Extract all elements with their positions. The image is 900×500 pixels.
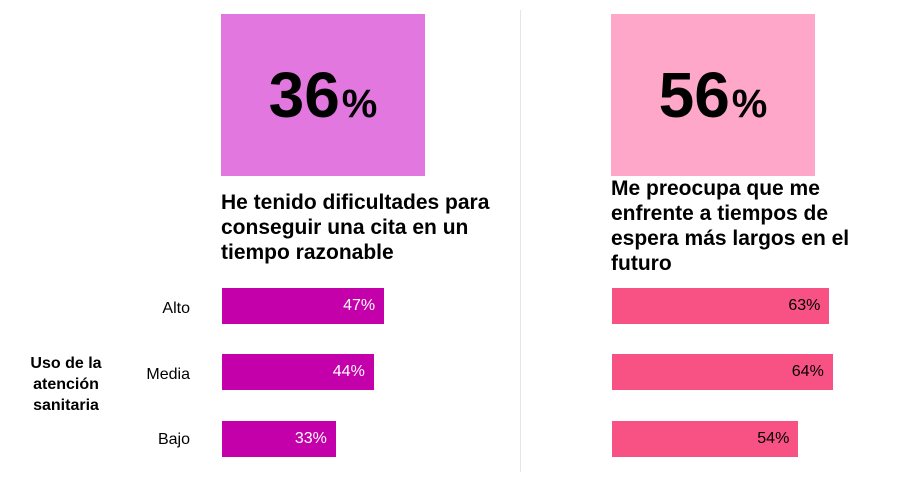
left-summary-value: 36%	[269, 63, 378, 127]
left-bar-alto	[222, 288, 385, 324]
left-summary-number: 36	[268, 59, 340, 131]
category-label-media: Media	[146, 366, 190, 383]
group-label: Uso de la atención sanitaria	[30, 355, 102, 414]
left-bar-value-label: 44%	[332, 363, 365, 380]
left-bar-value-label: 47%	[343, 297, 376, 314]
right-bar-bajo	[612, 421, 799, 457]
category-label-alto: Alto	[162, 300, 190, 317]
left-caption: He tenido dificultades para conseguir un…	[221, 191, 490, 264]
left-bar-bajo	[222, 421, 336, 457]
right-summary-box: 56%	[611, 14, 815, 176]
right-summary-number: 56	[658, 59, 730, 131]
right-bar-value-label: 54%	[757, 430, 790, 447]
left-summary-box: 36%	[221, 14, 425, 176]
right-bar-value-label: 64%	[791, 363, 824, 380]
left-bar-media	[222, 354, 374, 390]
right-caption: Me preocupa que me enfrente a tiempos de…	[611, 177, 850, 275]
panel-divider	[520, 10, 521, 472]
category-label-bajo: Bajo	[157, 431, 190, 448]
left-summary-percent-sign: %	[341, 82, 378, 126]
right-bar-media	[612, 354, 833, 390]
right-bar-value-label: 63%	[788, 297, 821, 314]
left-bar-value-label: 33%	[294, 430, 327, 447]
right-summary-value: 56%	[659, 63, 768, 127]
right-bar-alto	[612, 288, 830, 324]
right-summary-percent-sign: %	[731, 82, 768, 126]
